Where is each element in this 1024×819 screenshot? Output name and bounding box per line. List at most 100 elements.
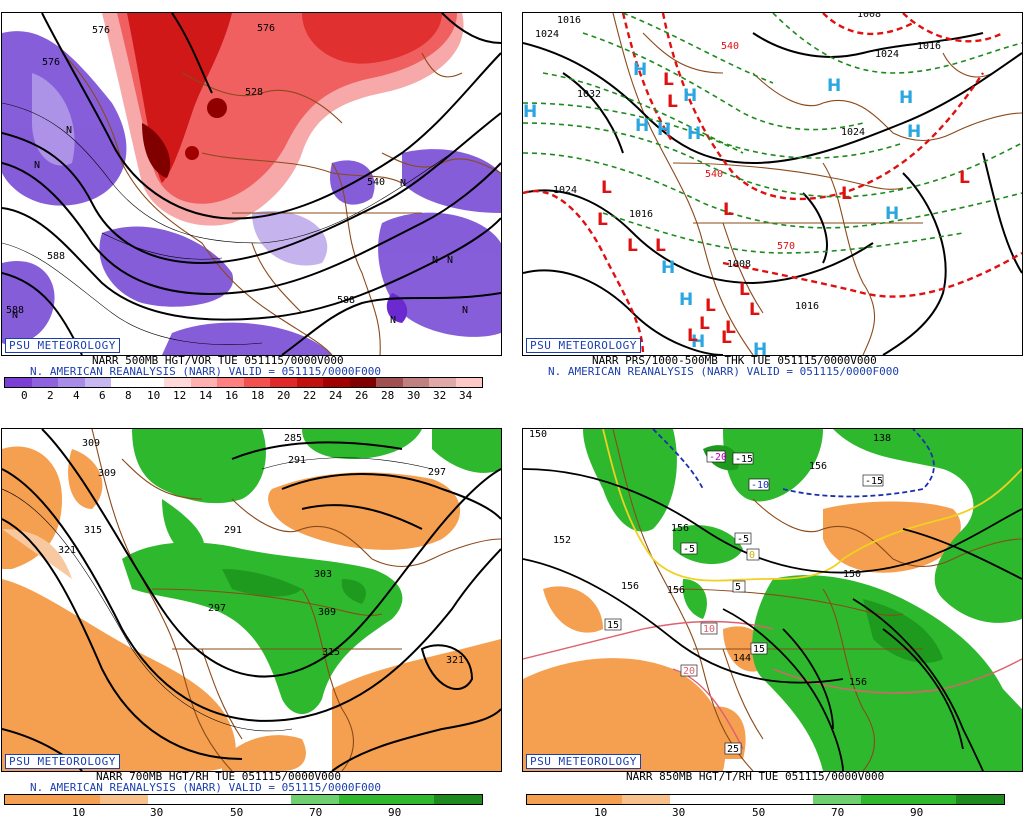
high-pressure-marker: H [687,124,701,144]
svg-text:10: 10 [703,624,715,635]
caption-line1: NARR 500MB HGT/VOR TUE 051115/0000V000 [92,354,344,367]
high-pressure-marker: H [523,102,537,122]
caption-line2: N. AMERICAN REANALYSIS (NARR) VALID = 05… [548,365,899,378]
vor-label-540: 540 [367,177,385,188]
low-pressure-marker: L [959,168,970,188]
height-label: 150 [843,569,861,580]
temperature-label: 15 [604,618,622,631]
svg-text:5: 5 [735,582,741,593]
psu-branding-label: PSU METEOROLOGY [5,754,120,769]
pressure-label: 1016 [917,41,941,52]
svg-text:20: 20 [683,666,695,677]
svg-text:15: 15 [607,620,619,631]
low-pressure-marker: L [721,328,732,348]
rh-colorbar [4,794,483,805]
height-label: 156 [667,585,685,596]
low-pressure-marker: L [597,210,608,230]
svg-text:-20: -20 [709,452,727,463]
tick: 8 [125,389,132,402]
caption-line1: NARR PRS/1000-500MB THK TUE 051115/0000V… [592,354,877,367]
height-label: 297 [208,603,226,614]
low-pressure-marker: L [725,318,736,338]
height-label: 309 [82,438,100,449]
height-label: 309 [98,468,116,479]
vor-label-576b: 576 [92,25,110,36]
low-pressure-marker: L [663,70,674,90]
high-pressure-marker: H [827,76,841,96]
height-label: 156 [671,523,689,534]
vor-symbol-n: N [12,310,18,321]
svg-text:25: 25 [727,744,739,755]
tick: 70 [309,806,323,819]
tick: 22 [303,389,317,402]
vor-label-588b: 588 [337,295,355,306]
tick: 18 [251,389,265,402]
low-pressure-marker: L [841,184,852,204]
temperature-label: 10 [700,622,718,635]
pressure-label: 1008 [727,259,751,270]
panel-500mb-vorticity: 576 576 588 588 588 576 528 540 N N N N … [0,0,512,409]
caption-line2: N. AMERICAN REANALYSIS (NARR) VALID = 05… [30,781,381,794]
thickness-label: 540 [721,41,739,52]
height-label: 321 [446,655,464,666]
tick: 10 [594,806,608,819]
height-label: 291 [224,525,242,536]
low-pressure-marker: L [667,92,678,112]
temperature-label: -5 [734,532,752,545]
pressure-label: 1032 [577,89,601,100]
height-label: 156 [849,677,867,688]
high-pressure-marker: H [753,340,767,355]
tick: 90 [910,806,924,819]
pressure-label: 1016 [795,301,819,312]
tick: 30 [407,389,421,402]
tick: 20 [277,389,291,402]
caption-line1: NARR 850MB HGT/T/RH TUE 051115/0000V000 [626,770,885,783]
height-label: 309 [318,607,336,618]
pressure-label: 1024 [553,185,577,196]
height-label: 156 [621,581,639,592]
low-pressure-marker: L [627,236,638,256]
vor-label-576: 576 [42,57,60,68]
thickness-map: 1016 1024 1032 1024 1016 1008 1016 1024 … [522,12,1023,356]
pressure-label: 1024 [535,29,559,40]
vor-symbol-n: N [400,178,406,189]
rh-colorbar-ticks: 10 30 50 70 90 [526,807,1003,819]
tick: 30 [150,806,164,819]
height-label: 285 [284,433,302,444]
height-label: 315 [322,647,340,658]
tick: 26 [355,389,369,402]
vor-label-588c: 588 [6,305,24,316]
thickness-label: 540 [705,169,723,180]
temperature-label: 20 [680,664,698,677]
high-pressure-marker: H [885,204,899,224]
high-pressure-marker: H [907,122,921,142]
tick: 10 [72,806,86,819]
psu-branding-label: PSU METEOROLOGY [5,338,120,353]
panel-thickness: 1016 1024 1032 1024 1016 1008 1016 1024 … [512,0,1024,409]
pressure-label: 1024 [841,127,865,138]
high-pressure-marker: H [635,116,649,136]
temperature-label: 5 [732,580,746,593]
high-pressure-marker: H [657,120,671,140]
tick: 34 [459,389,473,402]
high-pressure-marker: H [899,88,913,108]
tick: 30 [672,806,686,819]
temperature-label: 25 [724,742,742,755]
height-label: 150 [529,429,547,440]
height-label: 303 [314,569,332,580]
temperature-label: 0 [746,548,760,561]
caption-line1: NARR 700MB HGT/RH TUE 051115/0000V000 [96,770,342,783]
low-pressure-marker: L [723,200,734,220]
tick: 50 [752,806,766,819]
tick: 2 [47,389,54,402]
height-label: 315 [84,525,102,536]
tick: 32 [433,389,447,402]
tick: 14 [199,389,213,402]
tick: 4 [73,389,80,402]
rh-colorbar [526,794,1005,805]
psu-branding-label: PSU METEOROLOGY [526,338,641,353]
tick: 12 [173,389,187,402]
svg-text:-5: -5 [683,544,695,555]
psu-branding-label: PSU METEOROLOGY [526,754,641,769]
low-pressure-marker: L [601,178,612,198]
